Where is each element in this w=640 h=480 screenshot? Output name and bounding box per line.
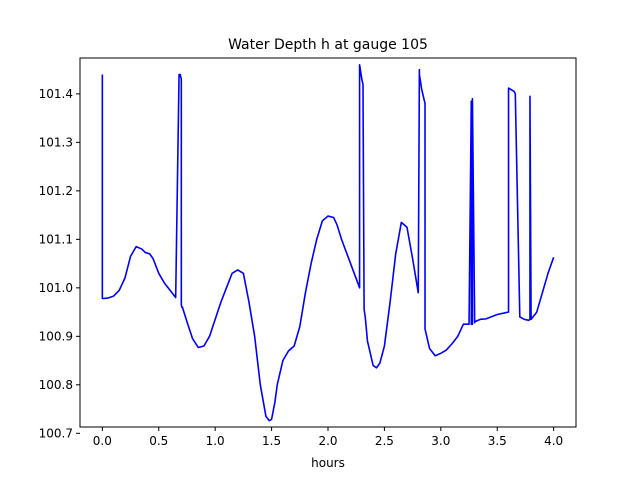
x-axis-ticks: 0.0 0.5 1.0 1.5 2.0 2.5 3.0 3.5 4.0 [93, 427, 563, 448]
x-tick-label: 4.0 [544, 434, 563, 448]
x-axis-label: hours [311, 456, 345, 470]
y-tick-label: 100.7 [39, 426, 73, 440]
y-tick-label: 101.2 [39, 184, 73, 198]
x-tick-label: 3.5 [488, 434, 507, 448]
series-line-0 [101, 63, 555, 422]
x-tick-label: 0.0 [93, 434, 112, 448]
y-tick-label: 100.8 [39, 378, 73, 392]
y-tick-label: 100.9 [39, 329, 73, 343]
x-tick-label: 1.0 [206, 434, 225, 448]
x-tick-label: 2.5 [375, 434, 394, 448]
x-tick-label: 1.5 [262, 434, 281, 448]
y-tick-label: 101.0 [39, 281, 73, 295]
y-axis-ticks: 100.7 100.8 100.9 101.0 101.1 101.2 101.3 101.4 [39, 87, 80, 440]
series-lines [101, 63, 555, 422]
y-tick-label: 101.4 [39, 87, 73, 101]
y-tick-label: 101.1 [39, 232, 73, 246]
y-tick-label: 101.3 [39, 135, 73, 149]
x-tick-label: 2.0 [318, 434, 337, 448]
chart-title: Water Depth h at gauge 105 [228, 37, 428, 53]
x-tick-label: 0.5 [149, 434, 168, 448]
x-tick-label: 3.0 [431, 434, 450, 448]
